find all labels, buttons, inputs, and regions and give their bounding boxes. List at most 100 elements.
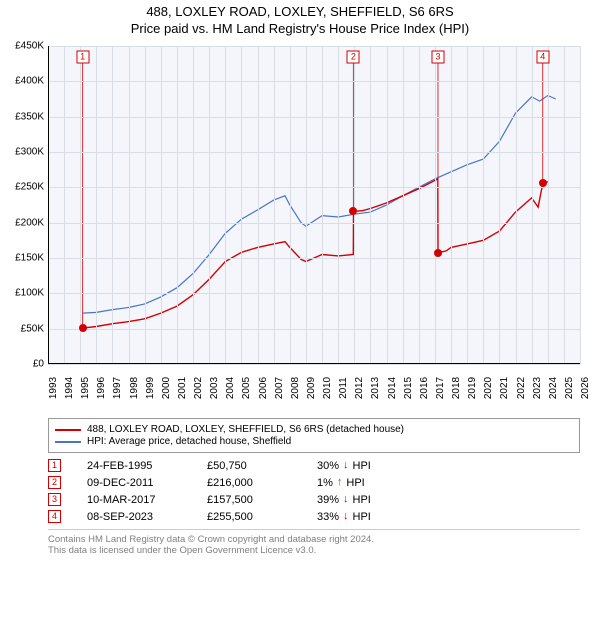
legend: 488, LOXLEY ROAD, LOXLEY, SHEFFIELD, S6 … — [48, 418, 580, 453]
x-tick-label: 2022 — [516, 377, 527, 399]
gridline-vertical — [96, 46, 97, 364]
x-tick-label: 2012 — [354, 377, 365, 399]
y-tick-label: £100K — [15, 288, 44, 299]
gridline-vertical — [387, 46, 388, 364]
transaction-price: £50,750 — [207, 460, 317, 472]
gridline-vertical — [435, 46, 436, 364]
x-tick-label: 2001 — [177, 377, 188, 399]
transaction-diff-pct: 39% — [317, 494, 339, 506]
legend-row-property: 488, LOXLEY ROAD, LOXLEY, SHEFFIELD, S6 … — [55, 424, 573, 435]
transaction-diff-pct: 33% — [317, 511, 339, 523]
x-tick-label: 2016 — [419, 377, 430, 399]
y-tick-label: £450K — [15, 41, 44, 52]
y-tick-label: £150K — [15, 253, 44, 264]
transaction-diff: 39% ↓ HPI — [317, 494, 397, 506]
chart-marker-box: 2 — [347, 50, 360, 63]
plot-region: 1 2 3 4 — [48, 46, 580, 364]
transaction-row: 124-FEB-1995£50,75030%↓HPI — [48, 459, 580, 472]
legend-swatch-hpi — [55, 441, 81, 443]
series-line-property — [83, 179, 548, 328]
transaction-marker: 1 — [48, 459, 61, 472]
arrow-down-icon: ↓ — [343, 494, 349, 505]
gridline-vertical — [64, 46, 65, 364]
gridline-vertical — [129, 46, 130, 364]
x-tick-label: 2014 — [387, 377, 398, 399]
gridline-vertical — [483, 46, 484, 364]
x-tick-label: 1997 — [112, 377, 123, 399]
x-tick-label: 2021 — [499, 377, 510, 399]
transaction-diff-vs: HPI — [353, 494, 371, 506]
x-tick-label: 2024 — [548, 377, 559, 399]
chart-marker-box: 3 — [431, 50, 444, 63]
x-tick-label: 2025 — [564, 377, 575, 399]
gridline-vertical — [145, 46, 146, 364]
x-tick-label: 2008 — [290, 377, 301, 399]
gridline-vertical — [322, 46, 323, 364]
footer-line-1: Contains HM Land Registry data © Crown c… — [48, 534, 580, 545]
transaction-diff-vs: HPI — [346, 477, 364, 489]
gridline-vertical — [338, 46, 339, 364]
x-tick-label: 2018 — [451, 377, 462, 399]
gridline-vertical — [209, 46, 210, 364]
footer-line-2: This data is licensed under the Open Gov… — [48, 545, 580, 556]
x-tick-label: 2015 — [403, 377, 414, 399]
chart-marker-dot — [349, 207, 357, 215]
x-tick-label: 2017 — [435, 377, 446, 399]
gridline-vertical — [370, 46, 371, 364]
legend-label-hpi: HPI: Average price, detached house, Shef… — [87, 436, 291, 447]
gridline-vertical — [499, 46, 500, 364]
transaction-diff-pct: 30% — [317, 460, 339, 472]
y-axis: £0£50K£100K£150K£200K£250K£300K£350K£400… — [0, 46, 46, 364]
gridline-vertical — [80, 46, 81, 364]
chart-marker-dot — [434, 249, 442, 257]
x-tick-label: 2002 — [193, 377, 204, 399]
y-tick-label: £350K — [15, 111, 44, 122]
x-tick-label: 2010 — [322, 377, 333, 399]
x-tick-label: 2023 — [532, 377, 543, 399]
gridline-vertical — [274, 46, 275, 364]
chart-marker-box: 4 — [536, 50, 549, 63]
transaction-diff: 33%↓HPI — [317, 511, 397, 523]
x-tick-label: 2000 — [161, 377, 172, 399]
transaction-date: 24-FEB-1995 — [87, 460, 207, 472]
x-tick-label: 2026 — [580, 377, 591, 399]
x-tick-label: 2019 — [467, 377, 478, 399]
x-tick-label: 2004 — [225, 377, 236, 399]
transaction-diff-pct: 1% — [317, 477, 333, 489]
gridline-vertical — [193, 46, 194, 364]
transactions-table: 124-FEB-1995£50,75030%↓HPI209-DEC-2011£2… — [48, 459, 580, 523]
x-tick-label: 2003 — [209, 377, 220, 399]
x-tick-label: 2020 — [483, 377, 494, 399]
x-tick-label: 2007 — [274, 377, 285, 399]
chart-area: £0£50K£100K£150K£200K£250K£300K£350K£400… — [48, 38, 580, 388]
chart-marker-box: 1 — [76, 50, 89, 63]
gridline-vertical — [419, 46, 420, 364]
y-tick-label: £0 — [33, 359, 44, 370]
x-tick-label: 2011 — [338, 377, 349, 399]
y-tick-label: £300K — [15, 147, 44, 158]
chart-title-main: 488, LOXLEY ROAD, LOXLEY, SHEFFIELD, S6 … — [0, 4, 600, 19]
x-tick-label: 2005 — [241, 377, 252, 399]
chart-title-sub: Price paid vs. HM Land Registry's House … — [0, 21, 600, 36]
gridline-vertical — [241, 46, 242, 364]
x-tick-label: 1996 — [96, 377, 107, 399]
gridline-vertical — [354, 46, 355, 364]
transaction-row: 408-SEP-2023£255,50033%↓HPI — [48, 510, 580, 523]
gridline-vertical — [306, 46, 307, 364]
x-tick-label: 2009 — [306, 377, 317, 399]
legend-label-property: 488, LOXLEY ROAD, LOXLEY, SHEFFIELD, S6 … — [87, 424, 404, 435]
x-tick-label: 1998 — [129, 377, 140, 399]
x-tick-label: 2013 — [370, 377, 381, 399]
arrow-down-icon: ↓ — [343, 511, 349, 522]
transaction-diff: 1%↑HPI — [317, 477, 397, 489]
gridline-vertical — [564, 46, 565, 364]
gridline-vertical — [112, 46, 113, 364]
gridline-vertical — [548, 46, 549, 364]
gridline-vertical — [225, 46, 226, 364]
arrow-down-icon: ↓ — [343, 460, 349, 471]
x-tick-label: 1993 — [48, 377, 59, 399]
transaction-price: £157,500 — [207, 494, 317, 506]
x-tick-label: 1999 — [145, 377, 156, 399]
transaction-price: £216,000 — [207, 477, 317, 489]
transaction-price: £255,500 — [207, 511, 317, 523]
